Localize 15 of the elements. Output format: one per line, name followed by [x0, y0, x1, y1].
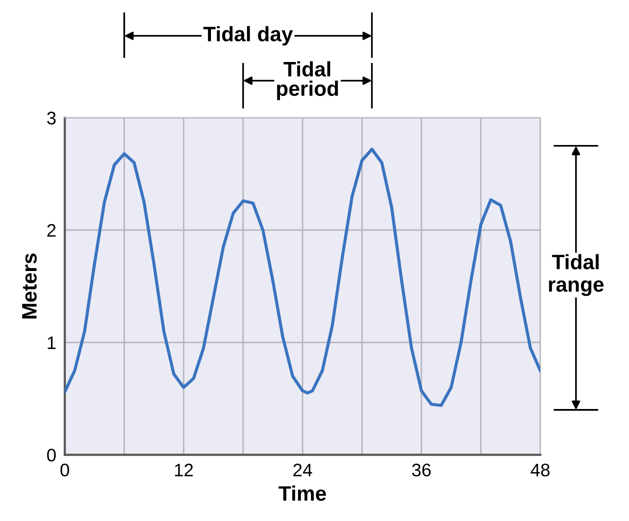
y-tick-label: 3 [47, 112, 56, 124]
text: Tidal period [277, 61, 338, 100]
text: Tidal range [548, 254, 604, 296]
x-tick-label: 36 [412, 464, 431, 476]
y-tick-label: 2 [47, 224, 56, 237]
x-tick-label: 24 [293, 464, 312, 476]
x-tick-label: 48 [530, 464, 550, 476]
y-axis-title: Meters [22, 254, 37, 318]
x-tick-label: 12 [175, 464, 193, 476]
x-axis-title: Time [278, 486, 326, 501]
x-tick-label: 0 [60, 464, 70, 476]
text: Tidal day [203, 26, 293, 46]
y-tick-label: 0 [47, 448, 56, 462]
line-series [64, 148, 540, 407]
y-tick-label: 1 [48, 336, 56, 350]
